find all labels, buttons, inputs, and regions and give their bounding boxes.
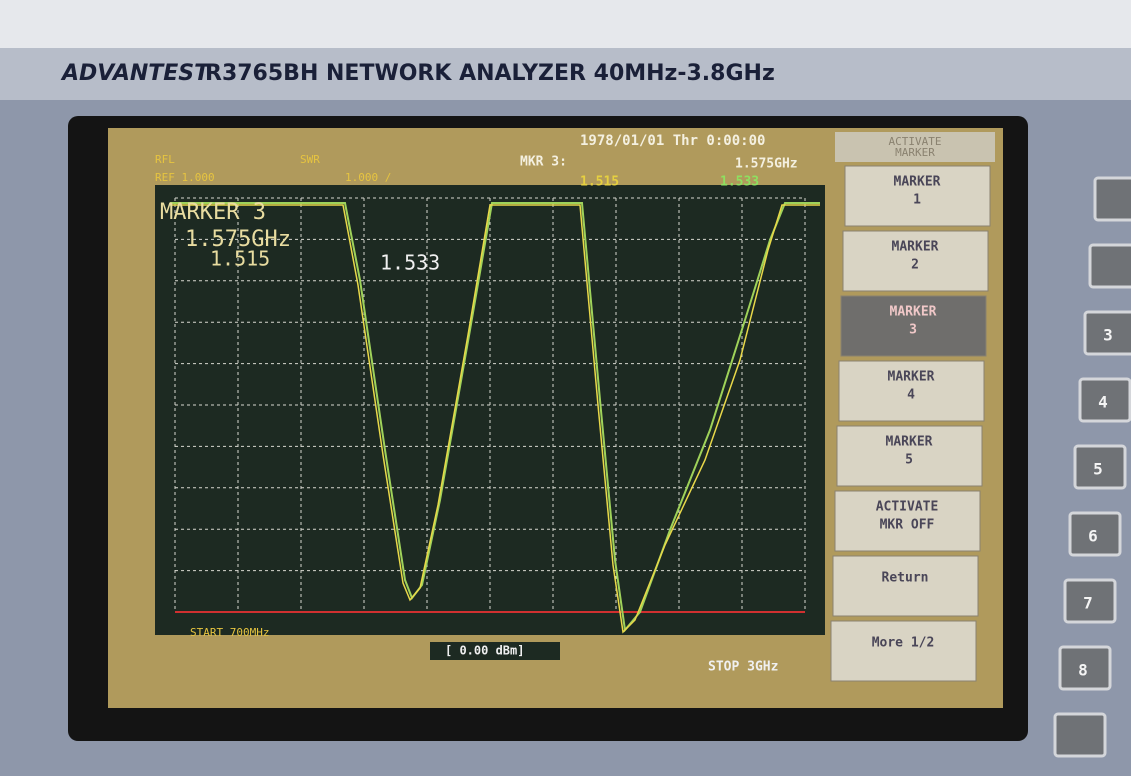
- side-button-label: 6: [1088, 527, 1098, 546]
- ref: REF 1.000: [155, 171, 215, 184]
- softkey-label: 1: [913, 193, 921, 208]
- top-strip: [0, 0, 1131, 48]
- softkey-label: MARKER: [888, 370, 935, 385]
- overlay-title: MARKER 3: [160, 200, 266, 225]
- stop: STOP 3GHz: [708, 660, 778, 675]
- softkey-label: 3: [909, 323, 917, 338]
- softkey-label: MARKER: [894, 175, 941, 190]
- softkey-label: MARKER: [886, 435, 933, 450]
- softkey-label: MARKER: [892, 240, 939, 255]
- datetime: 1978/01/01 Thr 0:00:00: [580, 133, 765, 149]
- side-button-label: 8: [1078, 661, 1088, 680]
- softkey-label: More 1/2: [872, 636, 935, 651]
- marker-freq: 1.575GHz: [735, 157, 798, 172]
- softkey-label: Return: [882, 571, 929, 586]
- side-button-label: 4: [1098, 393, 1108, 412]
- softkey-label: 2: [911, 258, 919, 273]
- softkey-label: ACTIVATE: [876, 500, 939, 515]
- softkey-label: MKR OFF: [880, 518, 935, 533]
- softkey-title-line: MARKER: [895, 146, 935, 159]
- softkey-label: 4: [907, 388, 915, 403]
- format: SWR: [300, 153, 320, 166]
- analyzer-photo: ADVANTEST R3765BH NETWORK ANALYZER 40MHz…: [0, 0, 1131, 776]
- side-button[interactable]: [1095, 178, 1131, 220]
- side-button-label: 3: [1103, 326, 1113, 345]
- start: START 700MHz: [190, 626, 269, 639]
- side-button[interactable]: [1090, 245, 1131, 287]
- model: R3765BH NETWORK ANALYZER 40MHz-3.8GHz: [205, 61, 775, 86]
- softkey-label: MARKER: [890, 305, 937, 320]
- side-button-label: 5: [1093, 460, 1103, 479]
- softkey[interactable]: [831, 621, 976, 681]
- side-button-label: 7: [1083, 594, 1093, 613]
- marker-value-1: 1.515: [580, 175, 619, 190]
- softkey-label: 5: [905, 453, 913, 468]
- overlay-value-1: 1.515: [210, 247, 270, 271]
- channel: RFL: [155, 153, 175, 166]
- marker-label: MKR 3:: [520, 155, 567, 170]
- brand: ADVANTEST: [60, 61, 211, 86]
- side-button[interactable]: [1055, 714, 1105, 756]
- softkey[interactable]: [833, 556, 978, 616]
- power: [ 0.00 dBm]: [445, 644, 524, 658]
- scale: 1.000 /: [345, 171, 391, 184]
- marker-value-2: 1.533: [720, 175, 759, 190]
- overlay-value-2: 1.533: [380, 251, 440, 275]
- page: ADVANTEST R3765BH NETWORK ANALYZER 40MHz…: [0, 0, 1131, 776]
